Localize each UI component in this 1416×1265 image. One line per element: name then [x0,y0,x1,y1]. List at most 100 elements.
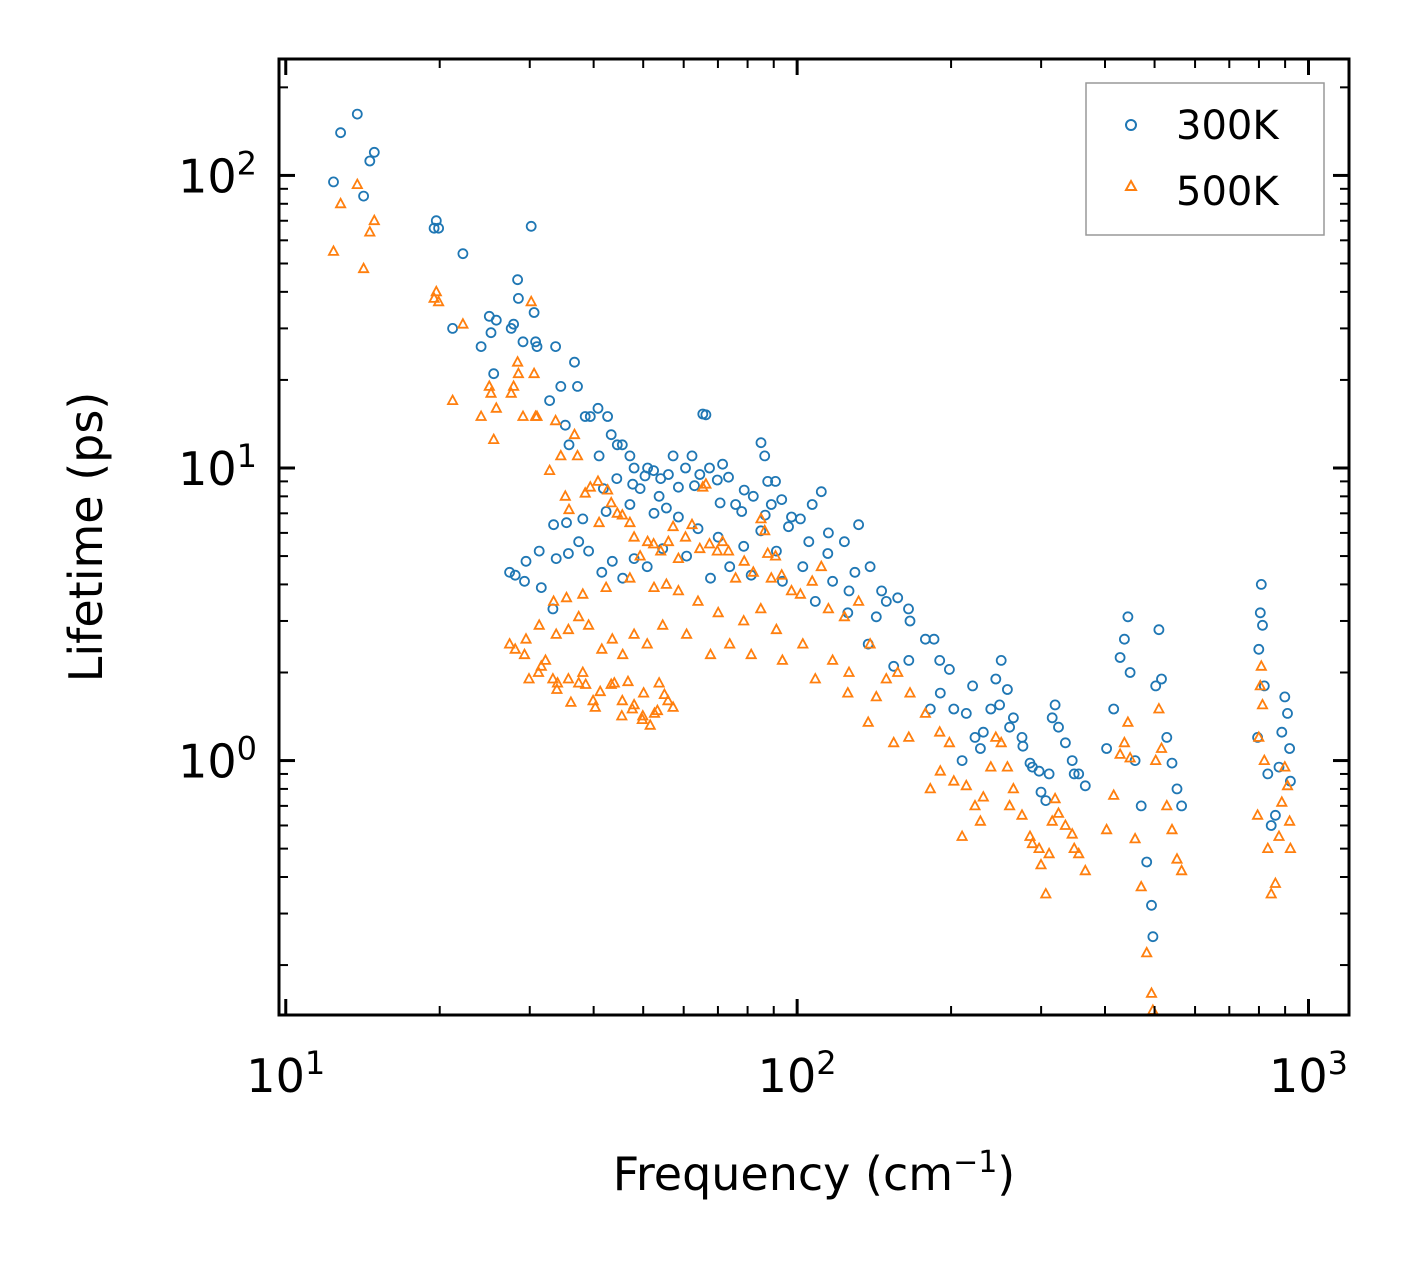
data-point-300k [771,545,782,557]
data-point-300k [351,108,363,120]
data-point-500k [672,584,685,596]
x-axis-title: Frequency (cm−1) [613,1145,1016,1201]
data-point-500k [662,534,675,547]
data-point-300k [762,475,774,487]
data-point-300k [433,222,445,234]
data-point-300k [888,660,900,672]
data-point-300k [903,603,914,615]
data-point-300k [563,548,574,559]
data-point-500k [887,735,900,748]
data-point-500k [815,559,828,572]
data-point-300k [1147,931,1159,943]
data-point-500k [516,409,530,421]
data-point-300k [504,566,516,578]
data-point-500k [1034,858,1048,870]
data-point-300k [648,465,659,477]
data-point-500k [775,568,788,580]
data-point-300k [525,220,537,232]
data-point-300k [853,519,864,531]
data-point-500k [1052,806,1065,818]
data-point-500k [924,782,937,794]
data-point-500k [699,477,713,489]
data-point-500k [562,502,576,515]
data-point-300k [535,582,547,593]
data-point-300k [738,484,750,496]
data-point-300k [680,462,691,474]
data-point-300k [577,513,589,525]
data-point-500k [711,544,724,556]
data-point-500k [880,672,893,684]
data-point-500k [576,587,589,599]
data-point-500k [584,480,597,492]
data-point-500k [660,577,673,589]
data-point-500k [1023,829,1037,841]
data-point-300k [1176,800,1187,812]
data-point-300k [661,502,672,514]
data-point-300k [1141,856,1153,868]
y-tick-labels: 100 101 102 [178,144,257,788]
data-point-300k [550,553,562,564]
data-point-500k [902,730,915,742]
data-point-300k [1046,712,1058,724]
data-point-300k [1002,684,1013,695]
data-point-500k [761,546,774,558]
data-point-500k [968,799,982,811]
data-point-300k [1073,768,1085,780]
data-point-500k [615,709,628,721]
data-point-300k [717,458,728,470]
data-point-300k [967,680,978,692]
data-point-500k [666,700,680,712]
data-point-300k [960,708,972,719]
data-point-500k [1007,782,1020,794]
data-point-300k [990,673,1002,685]
data-point-300k [770,475,781,487]
data-point-500k [572,609,585,622]
legend-label-500k: 500K [1176,169,1280,215]
data-point-500k [995,735,1008,748]
data-point-500k [1066,827,1079,839]
data-point-300k [509,569,521,581]
data-point-500k [334,196,347,209]
data-point-300k [533,545,545,557]
data-point-500k [568,427,581,440]
data-point-500k [487,432,500,445]
data-point-500k [647,580,661,592]
data-point-500k [955,829,969,841]
data-point-300k [738,540,750,552]
x-tick-label: 101 [246,1044,325,1103]
data-point-500k [794,587,807,599]
data-point-300k [681,550,692,562]
data-point-300k [806,499,818,510]
data-point-300k [653,490,665,502]
data-point-300k [1262,768,1274,780]
data-point-500k [838,609,851,622]
data-point-500k [1258,753,1271,765]
data-point-300k [624,450,636,462]
data-point-500k [446,393,459,406]
data-point-500k [525,294,538,307]
data-point-300k [777,575,788,587]
data-point-300k [611,439,623,451]
data-point-300k [1040,795,1052,806]
data-point-300k [583,545,594,557]
data-point-300k [783,521,794,533]
data-point-300k [822,548,834,559]
data-point-500k [427,291,441,303]
data-point-500k [535,659,548,671]
data-point-300k [759,450,771,462]
data-point-500k [527,366,541,379]
data-point-300k [485,327,497,339]
data-point-300k [563,439,575,451]
data-point-500k [1283,814,1296,826]
data-point-500k [1145,986,1158,998]
data-point-500k [943,735,956,748]
data-point-300k [531,341,543,353]
data-point-500k [842,665,856,677]
data-point-500k [363,225,376,237]
data-point-300k [714,497,726,509]
data-point-500k [559,489,572,501]
data-point-500k [532,665,545,677]
data-point-300k [948,703,960,715]
data-point-300k [520,555,532,567]
data-point-300k [1114,652,1126,663]
